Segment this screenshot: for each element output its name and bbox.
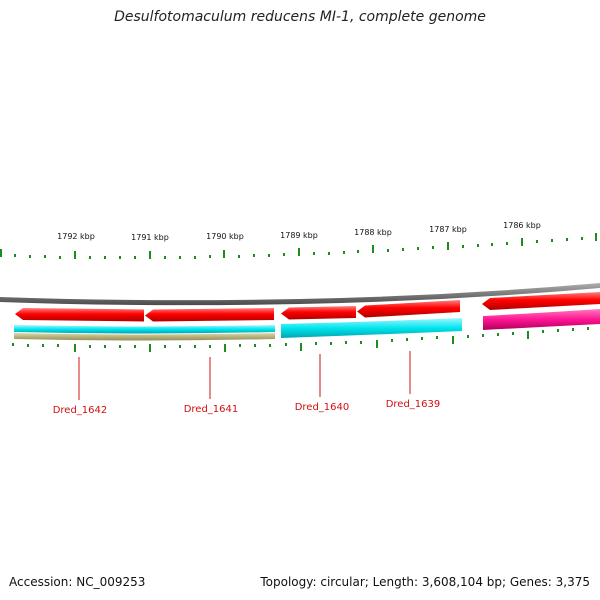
outer-minor-ticks [14, 237, 583, 259]
cds-arrow-dred-1639[interactable] [357, 300, 460, 318]
genome-summary: Topology: circular; Length: 3,608,104 bp… [260, 575, 590, 589]
scale-label-1790: 1790 kbp [206, 232, 244, 241]
cyan-feature-right [281, 318, 462, 338]
gene-labels: Dred_1642 Dred_1641 Dred_1640 Dred_1639 [53, 351, 441, 416]
olive-feature [14, 333, 275, 341]
cyan-feature-left [14, 325, 275, 334]
gene-label-dred-1641[interactable]: Dred_1641 [184, 404, 239, 415]
gene-label-dred-1639[interactable]: Dred_1639 [386, 399, 441, 410]
cds-arrow-dred-1640[interactable] [281, 306, 356, 320]
scale-label-1789: 1789 kbp [280, 231, 318, 240]
scale-label-1792: 1792 kbp [57, 232, 95, 241]
genome-backbone [0, 283, 600, 306]
accession-label: Accession: NC_009253 [9, 575, 146, 589]
inner-minor-ticks [12, 327, 589, 348]
cyan-feature-track [14, 318, 462, 338]
gene-label-dred-1640[interactable]: Dred_1640 [295, 402, 350, 413]
cds-arrow-next-gene[interactable] [482, 292, 600, 310]
inner-tick-ring [12, 327, 589, 352]
scale-labels: 1792 kbp 1791 kbp 1790 kbp 1789 kbp 1788… [57, 221, 541, 242]
cds-arrow-dred-1642[interactable] [15, 308, 144, 322]
scale-label-1787: 1787 kbp [429, 225, 467, 234]
outer-major-ticks [0, 233, 597, 259]
scale-label-1791: 1791 kbp [131, 233, 169, 242]
cds-arrow-dred-1641[interactable] [145, 308, 274, 322]
gene-label-dred-1642[interactable]: Dred_1642 [53, 405, 108, 416]
outer-tick-ring: 1792 kbp 1791 kbp 1790 kbp 1789 kbp 1788… [0, 221, 597, 259]
magenta-feature [483, 309, 600, 330]
scale-label-1788: 1788 kbp [354, 228, 392, 237]
cds-track [15, 292, 600, 322]
inner-major-ticks [74, 331, 529, 352]
map-title: Desulfotomaculum reducens MI-1, complete… [114, 9, 486, 25]
scale-label-1786: 1786 kbp [503, 221, 541, 230]
